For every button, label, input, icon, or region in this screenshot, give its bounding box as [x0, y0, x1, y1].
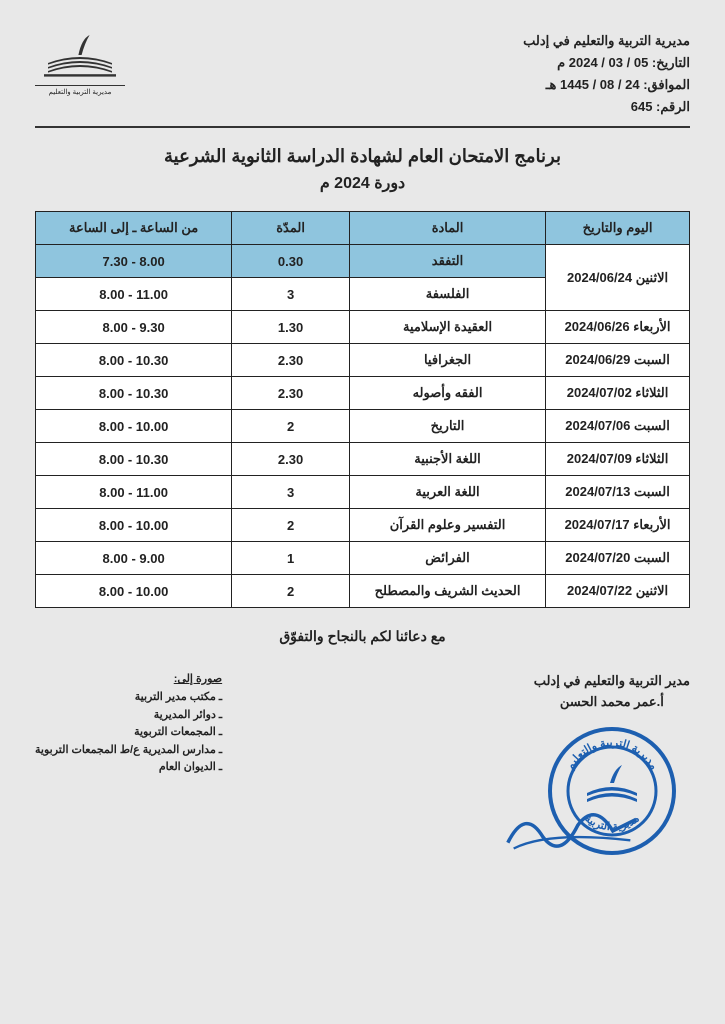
cell-duration: 0.30 [232, 245, 350, 278]
book-feather-icon [40, 30, 120, 80]
cell-time: 11.00 - 8.00 [36, 476, 232, 509]
cc-line: ـ المجمعات التربوية [35, 724, 222, 742]
th-time: من الساعة ـ إلى الساعة [36, 212, 232, 245]
table-row: السبت 2024/07/20الفرائض19.00 - 8.00 [36, 542, 690, 575]
wishes-text: مع دعائنا لكم بالنجاح والتفوّق [35, 628, 690, 645]
cell-duration: 2.30 [232, 344, 350, 377]
cell-date: الثلاثاء 2024/07/02 [546, 377, 690, 410]
table-row: السبت 2024/07/13اللغة العربية311.00 - 8.… [36, 476, 690, 509]
logo-caption: مديرية التربية والتعليم [35, 85, 125, 96]
org-name: مديرية التربية والتعليم في إدلب [523, 30, 690, 52]
cell-subject: الفلسفة [349, 278, 545, 311]
signatory-name: أ.عمر محمد الحسن [534, 692, 690, 713]
cell-duration: 2 [232, 509, 350, 542]
cc-lines: ـ مكتب مدير التربيةـ دوائر المديريةـ الم… [35, 689, 222, 777]
table-row: الثلاثاء 2024/07/02الفقه وأصوله2.3010.30… [36, 377, 690, 410]
signature-block: مدير التربية والتعليم في إدلب أ.عمر محمد… [534, 671, 690, 861]
table-row: السبت 2024/07/06التاريخ210.00 - 8.00 [36, 410, 690, 443]
document-subtitle: دورة 2024 م [35, 173, 690, 193]
cell-subject: التفسير وعلوم القرآن [349, 509, 545, 542]
cc-line: ـ مكتب مدير التربية [35, 689, 222, 707]
table-header-row: اليوم والتاريخ المادة المدّة من الساعة ـ… [36, 212, 690, 245]
cell-time: 10.00 - 8.00 [36, 410, 232, 443]
table-row: الاثنين 2024/07/22الحديث الشريف والمصطلح… [36, 575, 690, 608]
table-row: الاثنين 2024/06/24التفقد0.308.00 - 7.30 [36, 245, 690, 278]
cell-time: 10.00 - 8.00 [36, 575, 232, 608]
cell-subject: الفقه وأصوله [349, 377, 545, 410]
th-subject: المادة [349, 212, 545, 245]
document-title: برنامج الامتحان العام لشهادة الدراسة الث… [35, 146, 690, 167]
cell-subject: التاريخ [349, 410, 545, 443]
cell-duration: 3 [232, 476, 350, 509]
table-row: الأربعاء 2024/06/26العقيدة الإسلامية1.30… [36, 311, 690, 344]
cell-duration: 2 [232, 410, 350, 443]
doc-number: الرقم: 645 [523, 96, 690, 118]
cell-subject: الحديث الشريف والمصطلح [349, 575, 545, 608]
cell-subject: التفقد [349, 245, 545, 278]
cell-date: الاثنين 2024/06/24 [546, 245, 690, 311]
signature-scribble-icon [502, 761, 642, 901]
date-gregorian: التاريخ: 05 / 03 / 2024 م [523, 52, 690, 74]
cell-date: الأربعاء 2024/06/26 [546, 311, 690, 344]
cc-title: صورة إلى: [35, 671, 222, 689]
cell-duration: 2.30 [232, 377, 350, 410]
cell-duration: 3 [232, 278, 350, 311]
document-header: مديرية التربية والتعليم في إدلب التاريخ:… [35, 30, 690, 128]
cell-date: الأربعاء 2024/07/17 [546, 509, 690, 542]
cell-subject: العقيدة الإسلامية [349, 311, 545, 344]
exam-schedule-table: اليوم والتاريخ المادة المدّة من الساعة ـ… [35, 211, 690, 608]
date-hijri: الموافق: 24 / 08 / 1445 هـ [523, 74, 690, 96]
cell-time: 10.30 - 8.00 [36, 377, 232, 410]
cell-date: السبت 2024/06/29 [546, 344, 690, 377]
cell-time: 10.30 - 8.00 [36, 344, 232, 377]
cell-time: 10.30 - 8.00 [36, 443, 232, 476]
footer: مدير التربية والتعليم في إدلب أ.عمر محمد… [35, 671, 690, 861]
cell-subject: اللغة العربية [349, 476, 545, 509]
cell-time: 9.00 - 8.00 [36, 542, 232, 575]
logo: مديرية التربية والتعليم [35, 30, 125, 96]
table-row: السبت 2024/06/29الجغرافيا2.3010.30 - 8.0… [36, 344, 690, 377]
cc-block: صورة إلى: ـ مكتب مدير التربيةـ دوائر الم… [35, 671, 222, 777]
cc-line: ـ مدارس المديرية ع/ط المجمعات التربوية [35, 742, 222, 760]
th-duration: المدّة [232, 212, 350, 245]
cell-time: 8.00 - 7.30 [36, 245, 232, 278]
cell-date: الاثنين 2024/07/22 [546, 575, 690, 608]
cell-date: الثلاثاء 2024/07/09 [546, 443, 690, 476]
table-row: الثلاثاء 2024/07/09اللغة الأجنبية2.3010.… [36, 443, 690, 476]
cell-date: السبت 2024/07/20 [546, 542, 690, 575]
official-stamp: مديرية التربية والتعليم مديرية التربية [542, 721, 682, 861]
cc-line: ـ الديوان العام [35, 759, 222, 777]
cell-duration: 2 [232, 575, 350, 608]
cell-date: السبت 2024/07/06 [546, 410, 690, 443]
cell-subject: اللغة الأجنبية [349, 443, 545, 476]
cc-line: ـ دوائر المديرية [35, 707, 222, 725]
cell-duration: 2.30 [232, 443, 350, 476]
table-body: الاثنين 2024/06/24التفقد0.308.00 - 7.30ا… [36, 245, 690, 608]
cell-time: 9.30 - 8.00 [36, 311, 232, 344]
header-info: مديرية التربية والتعليم في إدلب التاريخ:… [523, 30, 690, 118]
signatory-title: مدير التربية والتعليم في إدلب [534, 671, 690, 692]
cell-time: 10.00 - 8.00 [36, 509, 232, 542]
cell-duration: 1 [232, 542, 350, 575]
cell-time: 11.00 - 8.00 [36, 278, 232, 311]
table-row: الأربعاء 2024/07/17التفسير وعلوم القرآن2… [36, 509, 690, 542]
cell-date: السبت 2024/07/13 [546, 476, 690, 509]
cell-subject: الجغرافيا [349, 344, 545, 377]
cell-duration: 1.30 [232, 311, 350, 344]
cell-subject: الفرائض [349, 542, 545, 575]
th-date: اليوم والتاريخ [546, 212, 690, 245]
